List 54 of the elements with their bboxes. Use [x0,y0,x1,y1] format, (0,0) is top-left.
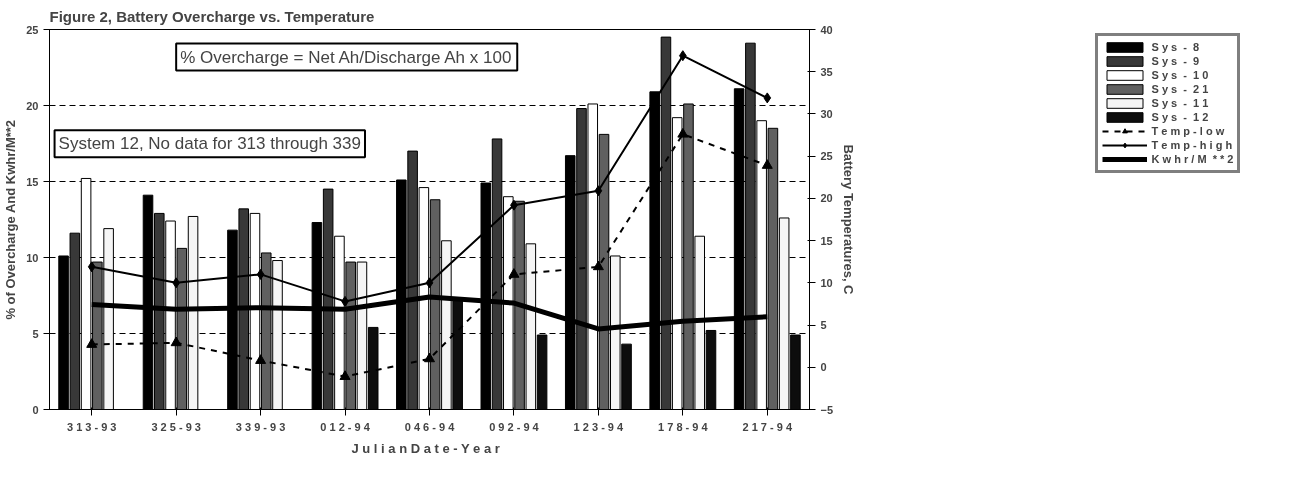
x-tick-label: 0 9 2 - 9 4 [489,420,540,433]
x-tick-label: 3 2 5 - 9 3 [151,420,201,433]
y2-tick-label: 5 [820,319,827,332]
y2-tick-label: −5 [820,403,834,416]
y2-tick-label: 25 [820,150,833,163]
y2-tick-label: 10 [820,276,833,289]
y2-axis-title: Battery Temperatures, C [841,144,857,296]
point [425,277,434,289]
x-axis-title: J u l i a n D a t e - Y e a r [351,440,500,456]
legend-label: S y s - 1 0 [1151,68,1209,82]
legend-label: T e m p - l o w [1151,124,1225,138]
legend-label: K w h r / M * * 2 [1151,152,1234,166]
legend-label: S y s - 9 [1151,54,1200,68]
x-tick-label: 1 2 3 - 9 4 [573,420,625,433]
y-tick-label: 20 [26,99,39,112]
point [677,127,689,138]
point [592,260,604,271]
y2-tick-label: 0 [820,361,827,374]
x-tick-label: 3 1 3 - 9 3 [66,420,117,433]
point [763,92,772,104]
point [86,338,98,348]
chart-title: Figure 2, Battery Overcharge vs. Temperature [49,7,375,25]
point [87,261,96,273]
y2-tick-label: 15 [820,234,833,247]
y-tick-label: 0 [32,403,39,416]
legend-label: S y s - 8 [1151,40,1200,54]
legend-label: T e m p - h i g h [1151,138,1233,152]
y2-tick-label: 30 [820,107,833,120]
y-tick-label: 25 [26,23,39,36]
point [508,268,520,278]
y-tick-label: 15 [26,175,39,188]
y2-tick-label: 40 [820,23,833,36]
y-tick-label: 5 [32,327,39,340]
y2-tick-label: 20 [820,192,833,205]
annotation: % Overcharge = Net Ah/Discharge Ah x 100 [180,47,512,67]
x-tick-label: 3 3 9 - 9 3 [235,420,286,433]
point [255,354,267,364]
y2-tick-label: 35 [820,65,833,78]
point [170,336,182,347]
point [256,268,265,280]
x-tick-label: 2 1 7 - 9 4 [742,420,793,433]
legend-label: S y s - 1 2 [1151,110,1209,124]
y-axis-title: % of Overcharge And Kwhr/M**2 [3,119,19,320]
point [594,185,603,197]
annotation: System 12, No data for 313 through 339 [58,134,361,154]
y-tick-label: 10 [26,251,39,264]
x-tick-label: 0 1 2 - 9 4 [320,420,371,433]
x-tick-label: 1 7 8 - 9 4 [658,420,709,433]
legend-label: S y s - 1 1 [1151,96,1209,110]
legend-label: S y s - 2 1 [1151,82,1209,96]
x-tick-label: 0 4 6 - 9 4 [404,420,456,433]
point [424,352,435,363]
point [339,370,351,380]
point [761,159,773,169]
